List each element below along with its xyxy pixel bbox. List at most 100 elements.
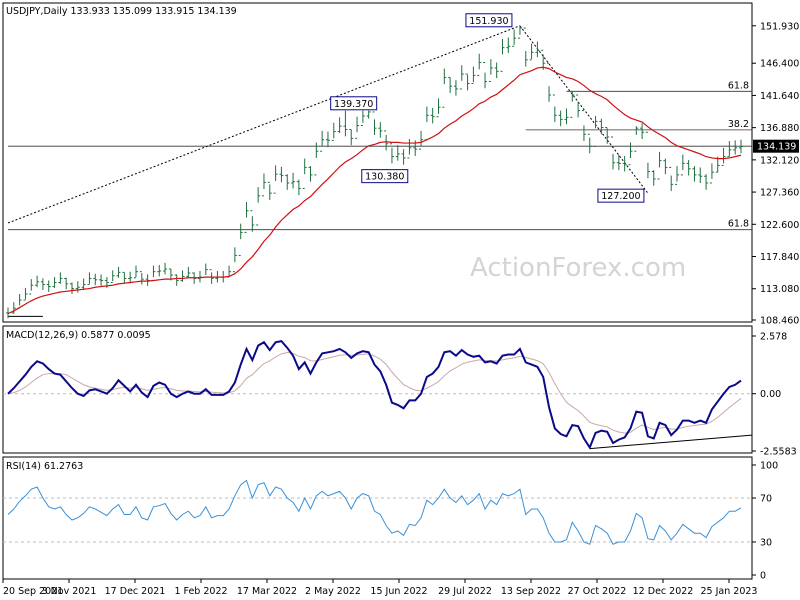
ohlc-bar (576, 94, 581, 118)
ohlc-bar (384, 130, 389, 151)
macd-y-tick-label: 0.00 (760, 389, 781, 400)
ohlc-bar (634, 126, 639, 152)
ohlc-bar (680, 154, 685, 176)
ohlc-bar (587, 133, 592, 154)
ohlc-bar (291, 172, 296, 189)
ohlc-bar (87, 272, 92, 286)
ohlc-bar (232, 247, 237, 273)
ohlc-bar (314, 142, 319, 176)
ohlc-bar (704, 174, 709, 190)
ohlc-bar (500, 38, 505, 72)
ohlc-bar (622, 155, 627, 172)
ohlc-bar (174, 274, 179, 286)
rsi-line (7, 479, 742, 545)
annotation-label: 127.200 (601, 191, 640, 202)
price-y-tick-label: 132.120 (760, 155, 799, 166)
price-annotation: 139.370 (330, 96, 378, 111)
ohlc-bar (517, 25, 522, 39)
ohlc-bar (698, 167, 703, 184)
annotation-label: 130.380 (365, 172, 404, 183)
ohlc-bar (360, 110, 365, 126)
price-panel (2, 2, 753, 323)
ohlc-bar (35, 275, 40, 288)
ohlc-bar (430, 107, 435, 124)
price-y-tick-label: 122.600 (760, 220, 799, 231)
ohlc-bar (436, 98, 441, 118)
ohlc-bar (581, 110, 586, 142)
ohlc-bar (512, 29, 517, 47)
macd-lines (3, 340, 753, 450)
price-level-label: 38.2 (728, 119, 749, 130)
ohlc-bar (267, 181, 272, 200)
ohlc-bar (442, 68, 447, 108)
ohlc-bar (547, 62, 552, 102)
ohlc-bar (675, 166, 680, 185)
ohlc-bar (535, 41, 540, 58)
macd-y-tick-label: 2.578 (760, 332, 787, 343)
ohlc-bar (261, 173, 266, 197)
ohlc-bar (570, 91, 575, 118)
x-tick-label: 1 Feb 2022 (174, 586, 227, 597)
price-y-tick-label: 136.880 (760, 123, 799, 134)
annotation-box (465, 13, 513, 28)
ohlc-bar (23, 287, 28, 301)
ohlc-bar (133, 265, 138, 279)
ohlc-bar (488, 59, 493, 82)
ohlc-bar (116, 266, 121, 278)
moving-average-line (7, 66, 742, 315)
current-price-label: 134.139 (757, 142, 796, 153)
price-annotation: 130.380 (361, 169, 409, 184)
ohlc-bar (669, 166, 674, 192)
current-price-box (753, 139, 799, 153)
rsi-y-tick-label: 100 (760, 461, 778, 472)
ohlc-bar (599, 118, 604, 135)
moving-average (7, 66, 742, 315)
ohlc-bar (564, 108, 569, 125)
price-y-tick-label: 113.080 (760, 284, 799, 295)
ohlc-bar (81, 278, 86, 290)
x-tick-label: 3 Nov 2021 (42, 586, 97, 597)
ohlc-bar (256, 187, 261, 226)
price-y-tick-label: 151.930 (760, 21, 799, 32)
ohlc-bar (616, 154, 621, 171)
x-tick-label: 15 Jun 2022 (370, 586, 427, 597)
ohlc-bar (506, 37, 511, 54)
price-level-label: 61.8 (728, 80, 749, 91)
macd-line (7, 340, 742, 450)
annotation-box (597, 188, 645, 203)
ohlc-bar (389, 143, 394, 164)
ohlc-bar (46, 280, 51, 292)
price-levels: 61.8 38.2 61.8 (8, 80, 752, 231)
ohlc-bar (523, 27, 528, 67)
x-tick-label: 25 Jan 2023 (701, 586, 758, 597)
x-tick-label: 27 Oct 2022 (568, 586, 627, 597)
price-y-tick-label: 108.460 (760, 316, 799, 327)
ohlc-bar (419, 130, 424, 150)
ohlc-bar (128, 271, 133, 284)
ohlc-bar (552, 94, 557, 123)
rsi-y-tick-label: 30 (760, 538, 772, 549)
ohlc-bar (605, 127, 610, 144)
ohlc-bar (343, 110, 348, 137)
ohlc-bar (558, 110, 563, 127)
ohlc-bar (640, 123, 645, 140)
macd-panel (2, 325, 753, 454)
annotation-box (361, 169, 409, 184)
price-y-tick-label: 117.840 (760, 252, 799, 263)
trendline-dotted (7, 25, 521, 224)
ohlc-bar (663, 158, 668, 175)
ohlc-bar (651, 170, 656, 186)
price-trendlines (7, 25, 649, 317)
rsi-y-tick-label: 0 (760, 571, 766, 582)
ohlc-bar (11, 302, 16, 314)
ohlc-bar (122, 271, 127, 284)
trendline-dotted (519, 25, 649, 194)
annotation-label: 151.930 (469, 16, 508, 27)
ohlc-bar (163, 262, 168, 275)
ohlc-bar (285, 174, 290, 190)
ohlc-bar (273, 165, 278, 194)
ohlc-bar (477, 53, 482, 76)
rsi-y-tick-label: 70 (760, 494, 772, 505)
ohlc-bar (40, 278, 45, 290)
